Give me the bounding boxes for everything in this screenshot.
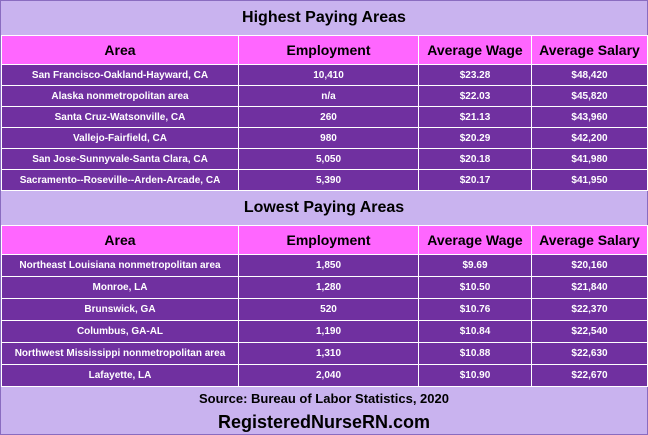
table-row: Brunswick, GA 520 $10.76 $22,370 (1, 298, 648, 321)
wage-cell: $20.18 (418, 148, 532, 170)
salary-cell: $45,820 (531, 85, 648, 107)
source-citation: Source: Bureau of Labor Statistics, 2020 (199, 390, 449, 406)
area-cell: Santa Cruz-Watsonville, CA (1, 106, 239, 128)
employment-cell: 520 (238, 298, 419, 321)
employment-cell: n/a (238, 85, 419, 107)
salary-cell: $41,950 (531, 169, 648, 191)
area-cell: Columbus, GA-AL (1, 320, 239, 343)
salary-cell: $41,980 (531, 148, 648, 170)
employment-cell: 5,390 (238, 169, 419, 191)
column-header-employment: Employment (238, 225, 419, 255)
wage-cell: $10.90 (418, 364, 532, 387)
table-row: Northwest Mississippi nonmetropolitan ar… (1, 342, 648, 365)
wage-cell: $10.84 (418, 320, 532, 343)
area-cell: Alaska nonmetropolitan area (1, 85, 239, 107)
employment-cell: 260 (238, 106, 419, 128)
employment-cell: 1,280 (238, 276, 419, 299)
column-header-area: Area (1, 35, 239, 65)
area-cell: San Jose-Sunnyvale-Santa Clara, CA (1, 148, 239, 170)
table-row: San Francisco-Oakland-Hayward, CA 10,410… (1, 64, 648, 86)
column-header-area: Area (1, 225, 239, 255)
table-row: Lafayette, LA 2,040 $10.90 $22,670 (1, 364, 648, 387)
wage-cell: $23.28 (418, 64, 532, 86)
table-row: Northeast Louisiana nonmetropolitan area… (1, 254, 648, 277)
column-header-employment: Employment (238, 35, 419, 65)
wage-cell: $21.13 (418, 106, 532, 128)
table-row: Alaska nonmetropolitan area n/a $22.03 $… (1, 85, 648, 107)
table-row: Sacramento--Roseville--Arden-Arcade, CA … (1, 169, 648, 191)
area-cell: Lafayette, LA (1, 364, 239, 387)
area-cell: San Francisco-Oakland-Hayward, CA (1, 64, 239, 86)
area-cell: Northwest Mississippi nonmetropolitan ar… (1, 342, 239, 365)
salary-cell: $22,370 (531, 298, 648, 321)
wage-cell: $22.03 (418, 85, 532, 107)
highest-paying-table: Area Employment Average Wage Average Sal… (1, 35, 648, 191)
table-row: San Jose-Sunnyvale-Santa Clara, CA 5,050… (1, 148, 648, 170)
wage-cell: $10.76 (418, 298, 532, 321)
wage-cell: $9.69 (418, 254, 532, 277)
column-header-average-wage: Average Wage (418, 225, 532, 255)
table-header-row: Area Employment Average Wage Average Sal… (1, 35, 648, 65)
lowest-paying-table: Area Employment Average Wage Average Sal… (1, 225, 648, 387)
wage-cell: $20.17 (418, 169, 532, 191)
website-name: RegisteredNurseRN.com (217, 411, 431, 432)
salary-cell: $22,630 (531, 342, 648, 365)
salary-cell: $43,960 (531, 106, 648, 128)
salary-cell: $42,200 (531, 127, 648, 149)
salary-cell: $22,670 (531, 364, 648, 387)
area-cell: Sacramento--Roseville--Arden-Arcade, CA (1, 169, 239, 191)
salary-cell: $48,420 (531, 64, 648, 86)
column-header-average-salary: Average Salary (531, 225, 648, 255)
area-cell: Monroe, LA (1, 276, 239, 299)
table-row: Santa Cruz-Watsonville, CA 260 $21.13 $4… (1, 106, 648, 128)
lowest-paying-title: Lowest Paying Areas (243, 199, 405, 216)
table-row: Monroe, LA 1,280 $10.50 $21,840 (1, 276, 648, 299)
employment-cell: 1,190 (238, 320, 419, 343)
area-cell: Brunswick, GA (1, 298, 239, 321)
table-row: Columbus, GA-AL 1,190 $10.84 $22,540 (1, 320, 648, 343)
table-row: Vallejo-Fairfield, CA 980 $20.29 $42,200 (1, 127, 648, 149)
column-header-average-wage: Average Wage (418, 35, 532, 65)
column-header-average-salary: Average Salary (531, 35, 648, 65)
employment-cell: 2,040 (238, 364, 419, 387)
table-header-row: Area Employment Average Wage Average Sal… (1, 225, 648, 255)
wage-cell: $20.29 (418, 127, 532, 149)
area-cell: Vallejo-Fairfield, CA (1, 127, 239, 149)
employment-cell: 5,050 (238, 148, 419, 170)
employment-cell: 10,410 (238, 64, 419, 86)
wage-cell: $10.88 (418, 342, 532, 365)
salary-cell: $22,540 (531, 320, 648, 343)
wage-cell: $10.50 (418, 276, 532, 299)
employment-cell: 1,850 (238, 254, 419, 277)
employment-cell: 1,310 (238, 342, 419, 365)
highest-paying-title: Highest Paying Areas (242, 9, 406, 26)
salary-cell: $21,840 (531, 276, 648, 299)
area-cell: Northeast Louisiana nonmetropolitan area (1, 254, 239, 277)
salary-cell: $20,160 (531, 254, 648, 277)
employment-cell: 980 (238, 127, 419, 149)
